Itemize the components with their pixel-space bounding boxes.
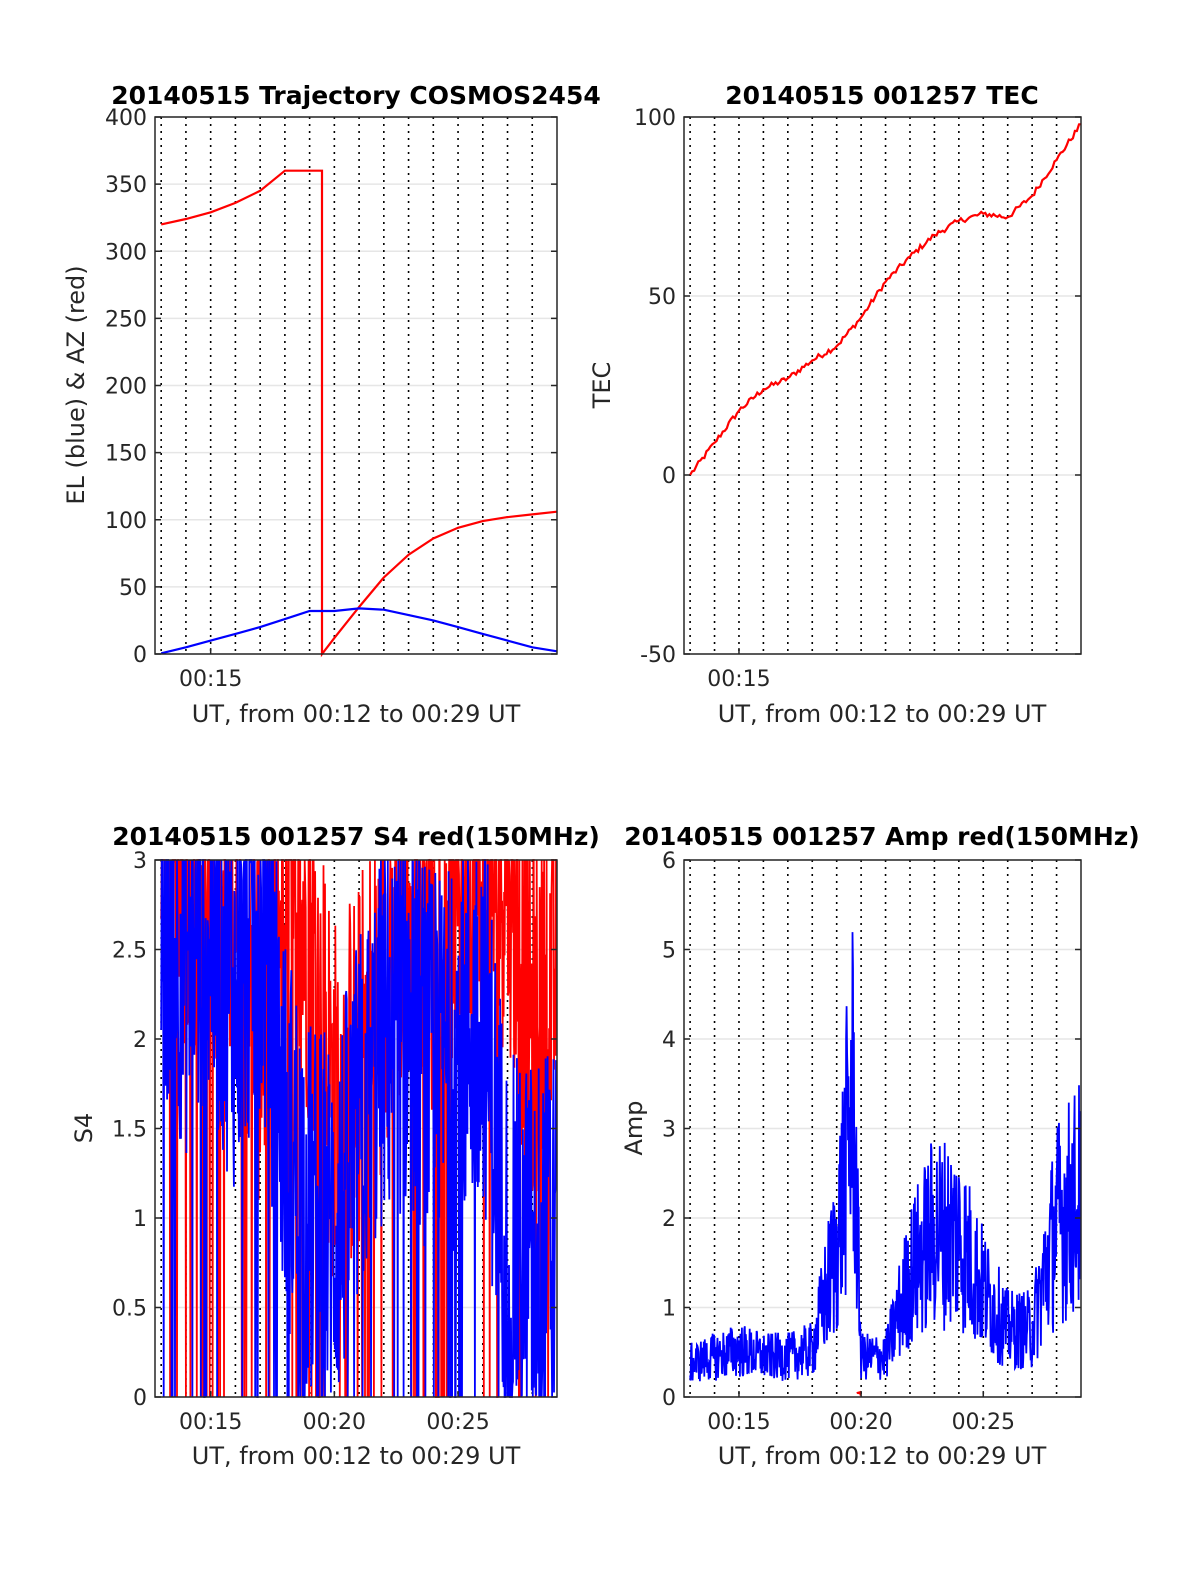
amp-panel: 20140515 001257 Amp red(150MHz) Amp UT, … (620, 822, 1140, 1470)
y-tick-label: 1 (662, 1297, 676, 1322)
y-tick-label: 6 (662, 849, 676, 874)
y-tick-label: 3 (133, 849, 147, 874)
x-tick-label: 00:20 (829, 1410, 892, 1435)
panel-title: 20140515 001257 S4 red(150MHz) (112, 822, 600, 851)
y-tick-label: 300 (105, 240, 147, 265)
y-tick-label: 0 (133, 1386, 147, 1411)
series-line-red (856, 1390, 862, 1396)
x-axis-label: UT, from 00:12 to 00:29 UT (718, 1442, 1047, 1470)
y-tick-label: 3 (662, 1118, 676, 1143)
y-axis-label: TEC (588, 362, 616, 410)
x-axis-label: UT, from 00:12 to 00:29 UT (718, 700, 1047, 728)
plot-area (684, 117, 1081, 654)
series-line-tec (689, 123, 1082, 476)
y-tick-label: 1 (133, 1207, 147, 1232)
series-line-blue (689, 932, 1082, 1382)
y-tick-label: 2.5 (112, 939, 147, 964)
y-tick-label: 200 (105, 375, 147, 400)
y-tick-label: 5 (662, 939, 676, 964)
y-tick-label: 0 (662, 1386, 676, 1411)
x-tick-label: 00:15 (707, 1410, 770, 1435)
axes-box (683, 116, 1082, 655)
s4-panel: 20140515 001257 S4 red(150MHz) S4 UT, fr… (70, 822, 600, 1470)
series-line-blue (160, 859, 558, 1398)
y-tick-label: 50 (119, 576, 147, 601)
y-tick-label: 150 (105, 442, 147, 467)
y-tick-label: 100 (634, 106, 676, 131)
x-axis-label: UT, from 00:12 to 00:29 UT (192, 1442, 521, 1470)
y-tick-label: 0.5 (112, 1297, 147, 1322)
y-tick-label: 0 (133, 643, 147, 668)
trajectory-panel: 20140515 Trajectory COSMOS2454 EL (blue)… (62, 81, 601, 728)
x-tick-label: 00:25 (952, 1410, 1015, 1435)
y-tick-label: 2 (133, 1028, 147, 1053)
y-tick-label: 0 (662, 464, 676, 489)
x-tick-label: 00:20 (303, 1410, 366, 1435)
y-axis-label: S4 (70, 1113, 98, 1144)
y-tick-label: 2 (662, 1207, 676, 1232)
x-tick-label: 00:25 (426, 1410, 489, 1435)
y-axis-label: Amp (620, 1100, 648, 1155)
y-tick-label: 4 (662, 1028, 676, 1053)
y-tick-label: -50 (640, 643, 676, 668)
y-tick-label: 100 (105, 509, 147, 534)
y-axis-label: EL (blue) & AZ (red) (62, 265, 90, 504)
x-tick-label: 00:15 (179, 1410, 242, 1435)
panel-title: 20140515 001257 Amp red(150MHz) (624, 822, 1140, 851)
x-axis-label: UT, from 00:12 to 00:29 UT (192, 700, 521, 728)
panel-title: 20140515 001257 TEC (725, 81, 1038, 110)
x-tick-label: 00:15 (179, 667, 242, 692)
x-tick-label: 00:15 (707, 667, 770, 692)
panel-title: 20140515 Trajectory COSMOS2454 (111, 81, 601, 110)
y-tick-label: 400 (105, 106, 147, 131)
series-line-az (160, 169, 558, 658)
y-tick-label: 50 (648, 285, 676, 310)
tec-panel: 20140515 001257 TEC TEC UT, from 00:12 t… (588, 81, 1082, 728)
y-tick-label: 250 (105, 307, 147, 332)
y-tick-label: 350 (105, 173, 147, 198)
y-tick-label: 1.5 (112, 1118, 147, 1143)
series-line-el (160, 607, 558, 655)
